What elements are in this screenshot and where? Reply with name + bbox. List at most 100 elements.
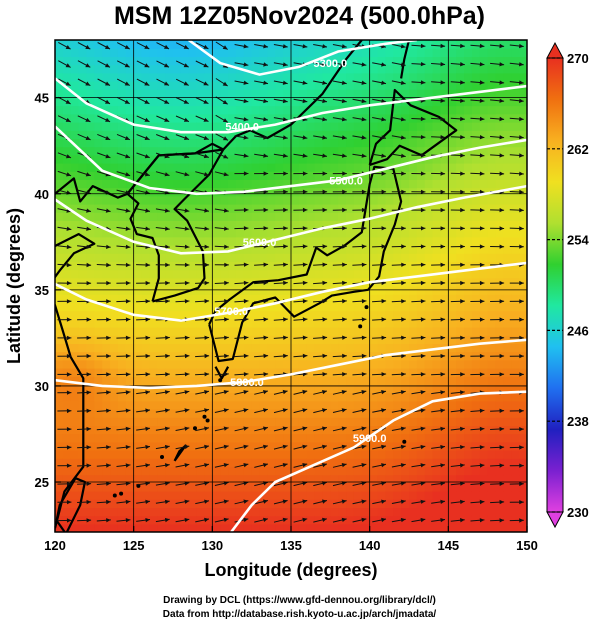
temperature-cell [306, 40, 316, 49]
wind-arrow [57, 518, 72, 523]
temperature-cell [251, 72, 261, 82]
temperature-cell [70, 56, 80, 66]
temperature-cell [448, 253, 457, 262]
temperature-cell [306, 327, 316, 336]
temperature-cell [149, 245, 158, 254]
temperature-cell [70, 318, 80, 328]
temperature-cell [86, 491, 95, 500]
temperature-cell [353, 433, 363, 443]
temperature-cell [479, 113, 489, 123]
wind-arrow-head [66, 317, 72, 322]
temperature-cell [464, 515, 473, 525]
temperature-cell [251, 482, 261, 492]
temperature-cell [479, 163, 489, 172]
temperature-cell [243, 261, 253, 271]
temperature-cell [495, 466, 504, 476]
wind-arrow [136, 390, 151, 395]
temperature-cell [173, 146, 182, 156]
temperature-cell [149, 409, 158, 418]
temperature-cell [511, 269, 520, 279]
temperature-cell [267, 515, 276, 525]
temperature-cell [511, 482, 520, 492]
island-mark [364, 305, 369, 310]
temperature-cell [70, 507, 80, 517]
temperature-cell [479, 171, 489, 180]
wind-arrow-head [322, 207, 328, 213]
temperature-cell [298, 294, 308, 303]
temperature-cell [275, 286, 284, 295]
temperature-cell [479, 204, 489, 213]
temperature-cell [228, 310, 237, 320]
temperature-cell [228, 286, 237, 295]
temperature-cell [471, 154, 481, 164]
temperature-cell [110, 195, 119, 205]
temperature-cell [243, 359, 253, 369]
temperature-cell [62, 327, 72, 336]
temperature-cell [291, 195, 300, 205]
wind-arrow [195, 463, 210, 468]
wind-arrow-head [282, 117, 288, 122]
temperature-cell [511, 368, 520, 377]
temperature-cell [212, 425, 221, 435]
temperature-cell [448, 523, 457, 532]
temperature-cell [188, 425, 198, 435]
temperature-cell [495, 359, 504, 369]
temperature-cell [503, 81, 512, 90]
temperature-cell [267, 138, 276, 148]
temperature-cell [259, 163, 268, 172]
temperature-cell [440, 48, 449, 57]
temperature-cell [471, 269, 481, 279]
temperature-cell [503, 56, 512, 66]
wind-arrow-head [106, 280, 111, 286]
temperature-cell [180, 343, 190, 353]
temperature-cell [180, 122, 190, 131]
temperature-cell [401, 228, 410, 238]
temperature-cell [298, 359, 308, 369]
wind-arrow-head [66, 445, 72, 450]
wind-arrow [352, 426, 367, 432]
temperature-cell [141, 482, 150, 492]
temperature-cell [385, 253, 394, 262]
temperature-cell [251, 122, 261, 131]
temperature-cell [369, 261, 379, 271]
wind-arrow [195, 226, 210, 231]
temperature-cell [346, 302, 355, 312]
wind-arrow [234, 226, 249, 231]
temperature-cell [503, 335, 512, 344]
temperature-cell [243, 40, 253, 49]
temperature-cell [70, 417, 80, 426]
temperature-cell [464, 220, 473, 230]
temperature-cell [125, 277, 135, 287]
wind-arrow [293, 444, 308, 450]
wind-arrow [175, 517, 190, 523]
temperature-cell [330, 81, 339, 90]
temperature-cell [416, 253, 426, 262]
temperature-cell [228, 417, 237, 426]
wind-arrow-head [105, 63, 110, 68]
wind-arrow [372, 207, 387, 213]
temperature-cell [306, 105, 316, 115]
wind-arrow-head [322, 299, 328, 304]
temperature-cell [165, 318, 174, 328]
temperature-cell [401, 302, 410, 312]
temperature-cell [409, 343, 418, 353]
temperature-cell [338, 236, 347, 246]
wind-arrow-head [106, 463, 111, 468]
temperature-cell [519, 343, 527, 353]
temperature-cell [322, 359, 331, 369]
wind-arrow-head [381, 135, 386, 140]
temperature-cell [102, 466, 111, 476]
temperature-cell [235, 48, 245, 57]
temperature-cell [117, 64, 127, 74]
temperature-cell [393, 171, 402, 180]
temperature-cell [55, 122, 64, 131]
temperature-cell [133, 409, 143, 418]
temperature-cell [361, 56, 371, 66]
temperature-cell [251, 228, 261, 238]
temperature-cell [251, 163, 261, 172]
temperature-cell [353, 179, 363, 189]
temperature-cell [283, 466, 292, 476]
temperature-cell [361, 138, 371, 148]
temperature-cell [141, 245, 150, 254]
temperature-cell [141, 64, 150, 74]
